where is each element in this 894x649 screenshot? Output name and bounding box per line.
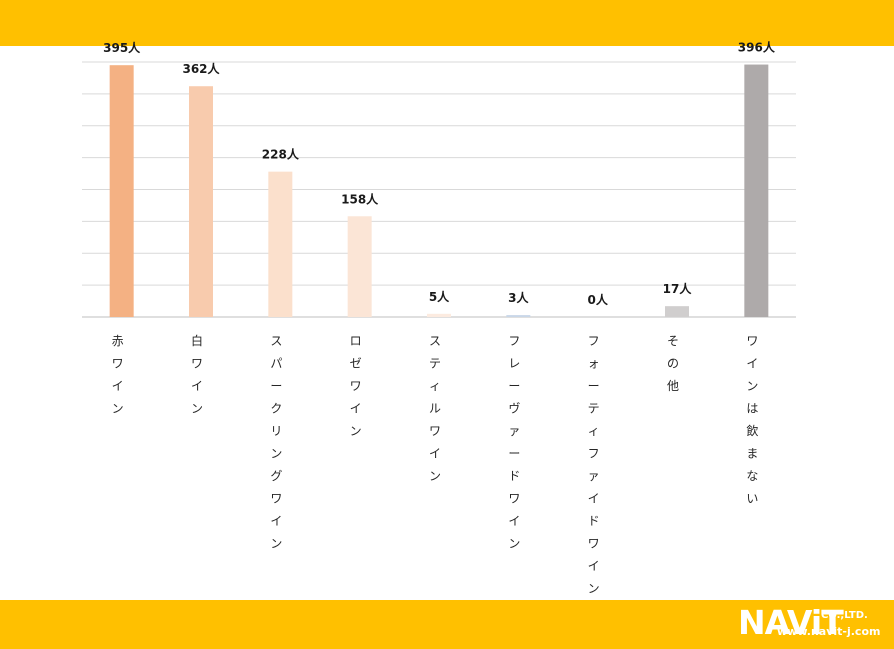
svg-text:ま: ま xyxy=(746,447,758,461)
svg-text:ィ: ィ xyxy=(588,424,600,438)
svg-text:リ: リ xyxy=(270,424,282,438)
svg-text:ク: ク xyxy=(270,402,282,416)
navit-logo: NAViT CO.,LTD. www.navit-j.com xyxy=(738,603,888,645)
bar xyxy=(744,64,769,317)
svg-text:は: は xyxy=(746,402,758,416)
svg-text:ン: ン xyxy=(746,379,758,393)
svg-text:ワ: ワ xyxy=(270,492,282,506)
svg-text:そ: そ xyxy=(667,334,679,348)
svg-text:イ: イ xyxy=(746,357,758,371)
svg-text:イ: イ xyxy=(112,379,124,393)
svg-text:ー: ー xyxy=(588,379,600,393)
svg-text:ン: ン xyxy=(191,402,203,416)
value-labels: 395人 362人 228人 158人 5人 3人 0人 17人 396人 xyxy=(103,40,776,307)
logo-url: www.navit-j.com xyxy=(777,625,881,638)
svg-text:飲: 飲 xyxy=(746,423,758,438)
svg-text:ー: ー xyxy=(508,379,520,393)
svg-text:イ: イ xyxy=(191,379,203,393)
svg-text:ォ: ォ xyxy=(588,357,600,371)
svg-text:ン: ン xyxy=(270,447,282,461)
svg-text:ン: ン xyxy=(270,537,282,551)
svg-text:ン: ン xyxy=(112,402,124,416)
svg-text:イ: イ xyxy=(508,514,520,528)
value-label: 396人 xyxy=(738,40,776,55)
category-label: その他 xyxy=(667,334,679,393)
svg-text:グ: グ xyxy=(270,469,282,483)
svg-text:ン: ン xyxy=(350,424,362,438)
bar xyxy=(268,171,293,317)
bars xyxy=(109,64,769,317)
svg-text:フ: フ xyxy=(588,334,600,348)
svg-text:白: 白 xyxy=(191,333,203,348)
svg-text:テ: テ xyxy=(588,402,600,416)
bar xyxy=(427,313,451,317)
value-label: 228人 xyxy=(262,147,300,162)
logo-wordmark: NAViT xyxy=(738,603,844,642)
bar xyxy=(506,315,531,317)
value-label: 17人 xyxy=(663,281,693,296)
bar xyxy=(665,306,689,317)
svg-text:赤: 赤 xyxy=(112,334,124,348)
svg-text:ン: ン xyxy=(588,582,600,596)
svg-text:ワ: ワ xyxy=(350,379,362,393)
svg-text:ロ: ロ xyxy=(350,334,362,348)
svg-text:ワ: ワ xyxy=(588,537,600,551)
svg-text:ワ: ワ xyxy=(191,357,203,371)
bar xyxy=(109,65,134,317)
value-label: 3人 xyxy=(508,290,529,305)
value-label: 362人 xyxy=(182,61,220,76)
bar xyxy=(189,86,213,317)
svg-text:ン: ン xyxy=(429,469,441,483)
svg-text:ワ: ワ xyxy=(112,357,124,371)
svg-text:ル: ル xyxy=(429,402,441,416)
svg-text:他: 他 xyxy=(667,379,679,393)
svg-text:ス: ス xyxy=(270,334,282,348)
svg-text:イ: イ xyxy=(588,559,600,573)
svg-text:ン: ン xyxy=(508,537,520,551)
svg-text:ワ: ワ xyxy=(429,424,441,438)
svg-text:イ: イ xyxy=(588,492,600,506)
svg-text:テ: テ xyxy=(429,357,441,371)
bar xyxy=(347,216,372,317)
svg-text:ー: ー xyxy=(508,447,520,461)
svg-text:パ: パ xyxy=(270,357,282,371)
value-label: 395人 xyxy=(103,40,141,55)
svg-text:ゼ: ゼ xyxy=(350,357,362,371)
svg-text:ワ: ワ xyxy=(508,492,520,506)
logo-company-suffix: CO.,LTD. xyxy=(821,610,868,621)
svg-text:の: の xyxy=(667,357,679,371)
svg-text:ス: ス xyxy=(429,334,441,348)
svg-text:ヴ: ヴ xyxy=(508,401,520,416)
value-label: 0人 xyxy=(587,292,608,307)
value-label: 5人 xyxy=(429,289,450,304)
value-label: 158人 xyxy=(341,191,379,206)
svg-text:ド: ド xyxy=(588,514,600,528)
svg-text:レ: レ xyxy=(508,357,520,371)
svg-text:ァ: ァ xyxy=(508,424,520,438)
svg-text:ド: ド xyxy=(508,469,520,483)
svg-text:い: い xyxy=(746,492,758,506)
svg-text:フ: フ xyxy=(588,447,600,461)
svg-text:ィ: ィ xyxy=(429,379,441,393)
svg-text:ァ: ァ xyxy=(588,469,600,483)
svg-text:フ: フ xyxy=(508,334,520,348)
svg-text:イ: イ xyxy=(429,447,441,461)
bottom-banner xyxy=(0,600,894,649)
svg-text:ワ: ワ xyxy=(746,334,758,348)
svg-text:な: な xyxy=(746,469,758,483)
category-labels: 赤ワイン白ワインスパークリングワインロゼワインスティルワインフレーヴァードワイン… xyxy=(112,333,759,596)
top-banner xyxy=(0,0,894,46)
svg-text:ー: ー xyxy=(270,379,282,393)
svg-text:イ: イ xyxy=(270,514,282,528)
svg-text:イ: イ xyxy=(350,402,362,416)
